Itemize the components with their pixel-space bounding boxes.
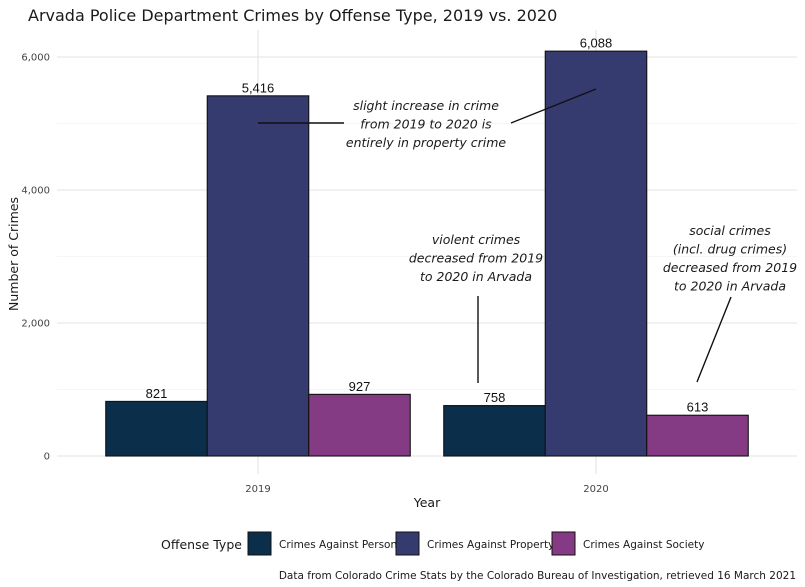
y-tick-label: 0 (44, 452, 50, 463)
chart-title: Arvada Police Department Crimes by Offen… (28, 6, 557, 25)
x-axis-title: Year (413, 495, 441, 510)
y-tick-label: 4,000 (21, 186, 50, 197)
annotations: slight increase in crime from 2019 to 202… (258, 88, 797, 383)
annotation-text: violent crimes decreased from 2019 to 2020… (409, 232, 543, 284)
annotation-line: decreased from 2019 (663, 260, 797, 275)
x-axis-ticks: 2019 2020 (245, 484, 608, 495)
bar-crimes-against-society-2019 (308, 393, 411, 457)
data-label: 927 (349, 379, 371, 394)
annotation-line: decreased from 2019 (409, 251, 543, 266)
data-label: 5,416 (242, 80, 275, 95)
legend-label: Crimes Against Person (279, 539, 397, 551)
bar-crimes-against-person-2019 (105, 400, 208, 457)
y-axis-ticks: 0 2,000 4,000 6,000 (21, 53, 50, 463)
annotation-line: to 2020 in Arvada (674, 279, 786, 294)
legend-swatch (395, 531, 420, 556)
annotation-line: to 2020 in Arvada (420, 269, 532, 284)
annotation-line: slight increase in crime (353, 98, 499, 113)
caption: Data from Colorado Crime Stats by the Co… (279, 570, 796, 582)
legend-swatch (247, 531, 272, 556)
annotation-connector (696, 296, 732, 383)
y-axis-title: Number of Crimes (6, 197, 21, 311)
annotation-line: social crimes (689, 223, 771, 238)
annotation-line: (incl. drug crimes) (673, 242, 787, 257)
annotation-connector (510, 88, 597, 124)
x-tick-label: 2020 (583, 484, 608, 495)
y-tick-label: 6,000 (21, 53, 50, 64)
bar-crimes-against-property-2019 (206, 95, 310, 457)
data-label: 821 (146, 386, 168, 401)
bar-crimes-against-society-2020 (646, 414, 749, 457)
data-label: 613 (687, 400, 709, 415)
y-tick-label: 2,000 (21, 319, 50, 330)
data-label: 6,088 (580, 36, 613, 51)
legend-swatch (551, 531, 576, 556)
legend: Offense Type Crimes Against Person Crimes … (161, 531, 704, 556)
bar-crimes-against-property-2020 (544, 50, 648, 457)
bars (105, 50, 749, 457)
annotation-text: slight increase in crime from 2019 to 202… (346, 98, 506, 150)
annotation-line: entirely in property crime (346, 135, 506, 150)
legend-label: Crimes Against Property (427, 539, 554, 551)
bar-crimes-against-person-2020 (443, 405, 546, 457)
legend-title: Offense Type (161, 537, 242, 552)
data-labels: 821 5,416 927 758 6,088 613 (146, 36, 709, 415)
annotation-line: violent crimes (432, 232, 521, 247)
data-label: 758 (484, 390, 506, 405)
legend-label: Crimes Against Society (583, 539, 704, 551)
annotation-line: from 2019 to 2020 is (360, 117, 492, 132)
annotation-text: social crimes (incl. drug crimes) decrease… (663, 223, 797, 294)
x-tick-label: 2019 (245, 484, 270, 495)
